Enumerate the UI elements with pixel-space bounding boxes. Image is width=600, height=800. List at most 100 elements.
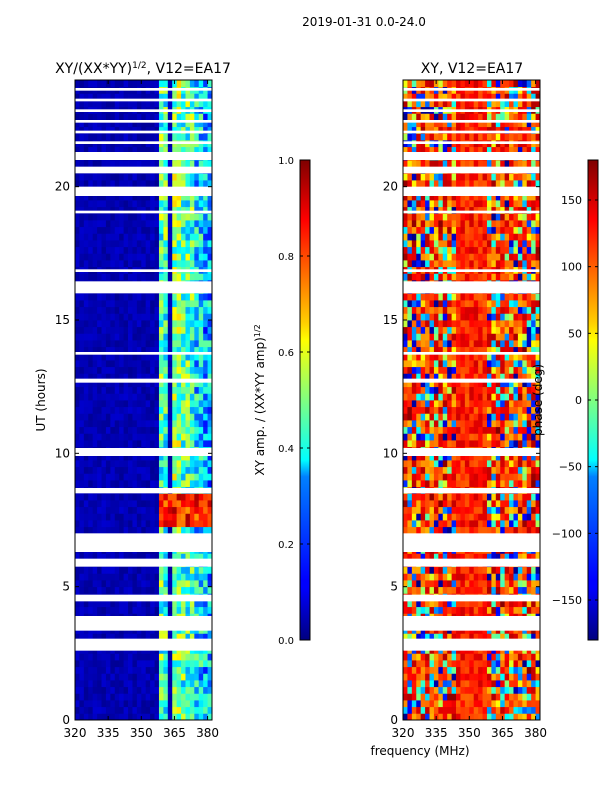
heatmap-cell [158,606,164,614]
heatmap-cell [172,460,178,468]
heatmap-cell [114,333,120,341]
heatmap-cell [535,380,541,388]
heatmap-cell [504,693,510,701]
heatmap-cell [513,586,519,594]
heatmap-cell [88,700,94,708]
heatmap-cell [136,366,142,374]
heatmap-cell [495,413,501,421]
heatmap-cell [92,693,98,701]
heatmap-cell [114,273,120,281]
heatmap-cell [83,386,89,394]
heatmap-cell [491,600,497,608]
heatmap-cell [504,600,510,608]
heatmap-cell [526,580,532,588]
heatmap-cell [172,660,178,668]
heatmap-cell [198,473,204,481]
heatmap-cell [167,173,173,181]
heatmap-cell [145,146,151,154]
heatmap-cell [420,373,426,381]
heatmap-cell [198,333,204,341]
heatmap-cell [429,553,435,561]
heatmap-cell [136,493,142,501]
heatmap-cell [203,526,208,534]
heatmap-cell [189,693,195,701]
heatmap-cell [411,573,417,581]
heatmap-cell [500,666,506,674]
heatmap-cell [416,460,422,468]
heatmap-cell [438,473,444,481]
heatmap-cell [456,460,461,468]
heatmap-cell [531,340,536,348]
heatmap-cell [416,373,422,381]
heatmap-cell [420,300,426,308]
heatmap-cell [181,93,186,101]
heatmap-cell [75,466,80,474]
heatmap-cell [141,206,147,214]
heatmap-cell [167,520,173,528]
heatmap-cell [150,320,155,328]
heatmap-cell [447,660,453,668]
heatmap-cell [154,240,160,248]
heatmap-cell [83,673,89,681]
heatmap-cell [495,653,501,661]
heatmap-cell [438,426,444,434]
heatmap-cell [176,413,182,421]
heatmap-cell [132,413,138,421]
heatmap-cell [114,493,120,501]
heatmap-cell [198,406,204,414]
heatmap-cell [158,353,164,361]
heatmap-cell [123,566,129,574]
heatmap-cell [447,373,453,381]
heatmap-cell [198,366,204,374]
heatmap-cell [504,380,510,388]
heatmap-cell [185,513,191,521]
heatmap-cell [416,426,422,434]
heatmap-cell [500,513,506,521]
heatmap-cell [150,300,155,308]
heatmap-cell [451,660,457,668]
heatmap-cell [83,133,89,141]
heatmap-cell [158,220,164,228]
heatmap-cell [132,566,138,574]
heatmap-cell [451,513,457,521]
heatmap-cell [482,333,488,341]
heatmap-cell [88,380,94,388]
heatmap-cell [207,93,213,101]
heatmap-cell [79,220,85,228]
heatmap-cell [526,440,532,448]
heatmap-cell [478,700,483,708]
heatmap-cell [535,326,541,334]
heatmap-cell [132,180,138,188]
heatmap-cell [132,580,138,588]
heatmap-cell [167,213,173,221]
heatmap-cell [167,493,173,501]
heatmap-cell [97,686,102,694]
heatmap-cell [433,553,439,561]
heatmap-cell [136,513,142,521]
heatmap-cell [517,353,523,361]
heatmap-cell [114,600,120,608]
heatmap-cell [105,686,111,694]
heatmap-cell [535,520,541,528]
heatmap-cell [433,466,439,474]
heatmap-cell [172,566,178,574]
heatmap-cell [136,660,142,668]
heatmap-cell [132,300,138,308]
heatmap-cell [500,520,506,528]
heatmap-cell [163,700,169,708]
heatmap-cell [198,273,204,281]
heatmap-cell [150,460,155,468]
heatmap-cell [123,413,129,421]
heatmap-cell [198,453,204,461]
heatmap-cell [79,346,85,354]
heatmap-cell [526,333,532,341]
heatmap-cell [464,693,470,701]
heatmap-cell [478,520,483,528]
heatmap-cell [407,653,413,661]
heatmap-cell [469,306,475,314]
heatmap-cell [128,293,133,301]
heatmap-cell [416,660,422,668]
heatmap-cell [88,526,94,534]
heatmap-cell [473,306,479,314]
heatmap-cell [176,340,182,348]
